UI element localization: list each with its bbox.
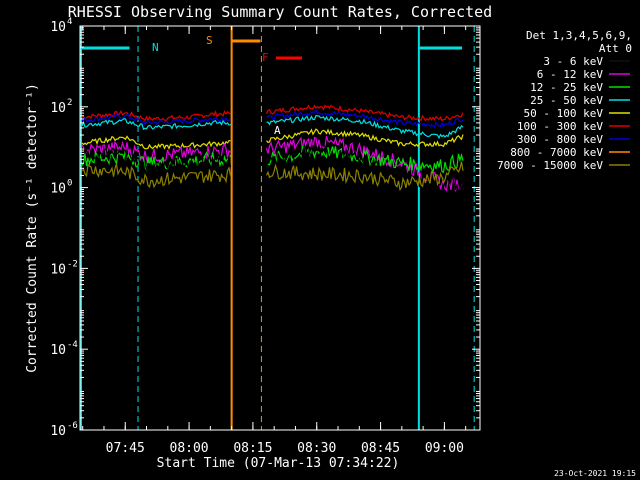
legend-header: Det 1,3,4,5,6,9, <box>526 29 632 42</box>
y-tick-label: 10 <box>50 343 66 358</box>
x-tick-label: 08:30 <box>297 441 336 456</box>
y-tick-exponent: -4 <box>67 340 78 350</box>
y-tick-exponent: 2 <box>67 98 72 108</box>
y-tick-label: 10 <box>50 20 66 35</box>
annotations: N S F A <box>152 34 281 137</box>
series-300-800-kev <box>81 108 464 129</box>
y-tick-exponent: 0 <box>67 179 72 189</box>
y-tick-label: 10 <box>50 101 66 116</box>
y-tick-exponent: 4 <box>67 17 72 27</box>
annotation-f: F <box>262 51 269 64</box>
series-7000-15000-kev <box>81 161 464 192</box>
x-tick-label: 08:45 <box>361 441 400 456</box>
x-tick-label: 08:15 <box>233 441 272 456</box>
legend-label: 7000 - 15000 keV <box>497 159 603 172</box>
y-tick-label: 10 <box>50 424 66 439</box>
legend-label: 12 - 25 keV <box>530 81 603 94</box>
series-layer <box>81 104 464 193</box>
annotation-s: S <box>206 34 213 47</box>
y-axis-label: Corrected Count Rate (s⁻¹ detector⁻¹) <box>25 83 40 373</box>
legend-label: 300 - 800 keV <box>517 133 603 146</box>
series-50-100-kev <box>81 128 464 151</box>
x-axis-label: Start Time (07-Mar-13 07:34:22) <box>157 456 400 471</box>
legend-label: 25 - 50 keV <box>530 94 603 107</box>
x-tick-label: 07:45 <box>106 441 145 456</box>
render-timestamp: 23-Oct-2021 19:15 <box>554 469 636 478</box>
chart-title: RHESSI Observing Summary Count Rates, Co… <box>68 3 492 21</box>
observing-bands <box>80 26 475 430</box>
annotation-n: N <box>152 41 159 54</box>
plot-frame <box>79 25 481 431</box>
legend-label: 6 - 12 keV <box>537 68 604 81</box>
annotation-a: A <box>274 124 281 137</box>
series-25-50-kev <box>81 115 464 140</box>
legend-label: 50 - 100 keV <box>524 107 604 120</box>
legend-label: 100 - 300 keV <box>517 120 603 133</box>
y-tick-exponent: -2 <box>67 259 78 269</box>
x-axis: 07:45 08:00 08:15 08:30 08:45 09:00 <box>82 26 467 456</box>
legend-label: 3 - 6 keV <box>543 55 603 68</box>
legend-header: Att 0 <box>599 42 632 55</box>
y-tick-exponent: -6 <box>67 421 78 431</box>
x-tick-label: 09:00 <box>425 441 464 456</box>
y-tick-label: 10 <box>50 182 66 197</box>
series-100-300-kev <box>81 104 464 122</box>
x-tick-label: 08:00 <box>170 441 209 456</box>
y-tick-label: 10 <box>50 262 66 277</box>
legend-label: 800 - 7000 keV <box>510 146 603 159</box>
